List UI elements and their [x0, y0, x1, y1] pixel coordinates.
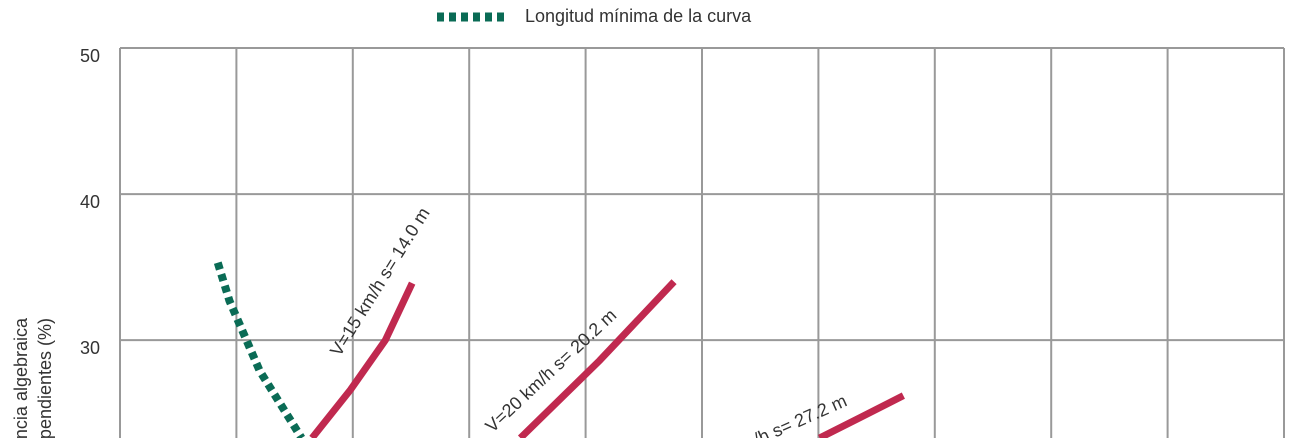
y-axis-label: Diferencia algebraica: [11, 317, 31, 438]
line-label: V=20 km/h s= 20.2 m: [482, 305, 621, 436]
y-tick-label: 30: [80, 338, 100, 358]
series-line: [517, 279, 677, 438]
y-tick-label: 50: [80, 46, 100, 66]
y-tick-label: 40: [80, 192, 100, 212]
line-label: V=15 km/h s= 14.0 m: [326, 204, 434, 360]
series-line: [309, 281, 416, 438]
series-line: [817, 392, 905, 438]
y-axis-label: de pendientes (%): [35, 318, 55, 438]
line-label: V=25 km/h s= 27.2 m: [685, 391, 849, 438]
series-line: [213, 261, 305, 438]
legend-label: Longitud mínima de la curva: [525, 6, 752, 26]
